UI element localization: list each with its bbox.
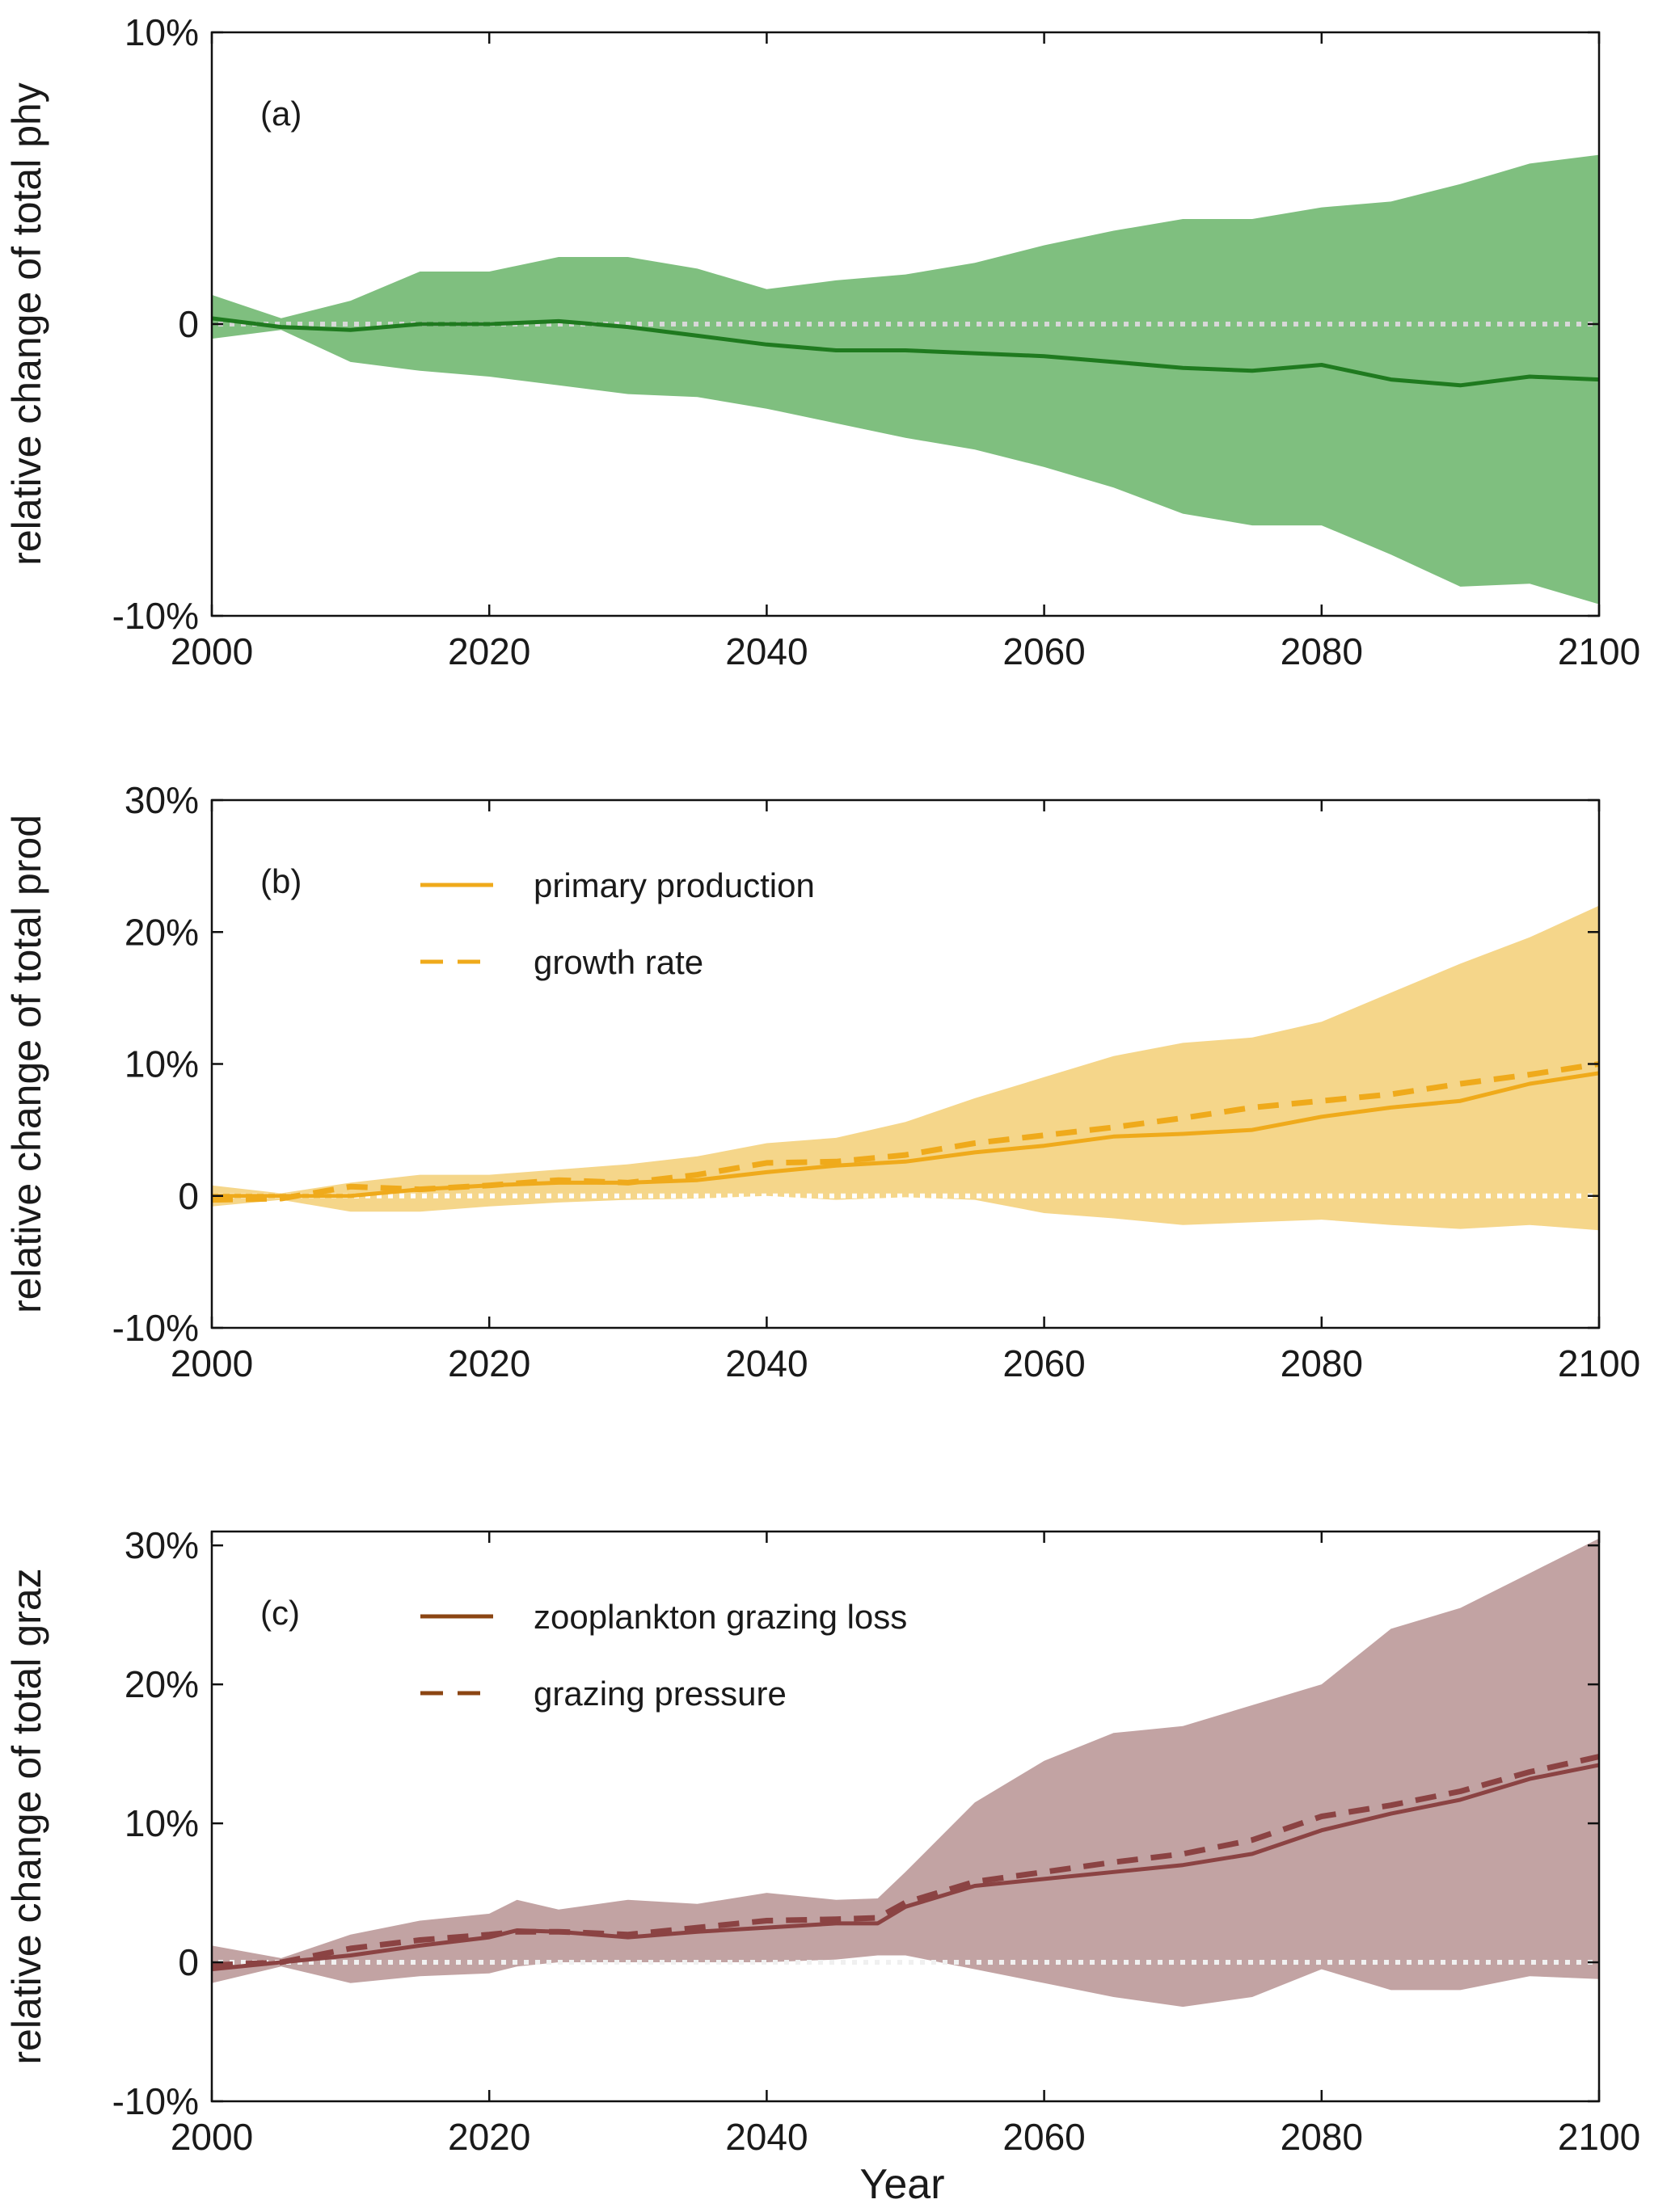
panel-c-legend-label-1: zooplankton grazing loss xyxy=(534,1598,907,1636)
panel-c-y-tick-label: 10% xyxy=(124,1802,199,1844)
panel-b-band-layer xyxy=(212,905,1599,1231)
panel-c-x-tick-label: 2060 xyxy=(1002,2116,1085,2158)
panel-b-x-tick-label: 2020 xyxy=(448,1342,530,1384)
panel-a-y-tick-label: -10% xyxy=(112,595,199,637)
panel-a-y-tick-label: 0 xyxy=(178,303,199,345)
panel-c-label: (c) xyxy=(260,1594,300,1632)
panel-b-y-tick-label: 20% xyxy=(124,911,199,953)
panel-c-series-zooplankton-grazing-loss xyxy=(212,1763,1599,1972)
panel-b-legend-label-1: primary production xyxy=(534,866,815,904)
panel-b-label: (b) xyxy=(260,862,302,900)
panel-a-x-tick-label: 2100 xyxy=(1558,630,1640,672)
panel-c: 2000 2020 2040 2060 2080 2100 -10% 0 10% 20% 30% (… xyxy=(4,1524,1640,2208)
panel-c-x-tick-label: 2100 xyxy=(1558,2116,1640,2158)
panel-a-tick-layer: 2000 2020 2040 2060 2080 2100 -10% 0 10% xyxy=(112,11,1641,672)
panel-b-series-primary-production xyxy=(212,1071,1599,1199)
panel-b-y-tick-label: 10% xyxy=(124,1043,199,1085)
panel-b-legend-label-2: growth rate xyxy=(534,943,703,981)
panel-b-x-tick-label: 2000 xyxy=(171,1342,253,1384)
panel-b-x-tick-label: 2060 xyxy=(1002,1342,1085,1384)
panel-c-y-tick-label: 0 xyxy=(178,1941,199,1983)
panel-a-x-tick-label: 2020 xyxy=(448,630,530,672)
panel-a: 2000 2020 2040 2060 2080 2100 -10% 0 10% (a) rel… xyxy=(4,11,1640,672)
panel-b-y-tick-label: 0 xyxy=(178,1175,199,1217)
panel-c-x-tick-label: 2020 xyxy=(448,2116,530,2158)
panel-b-tick-layer: 2000 2020 2040 2060 2080 2100 -10% 0 10% 20% 30% xyxy=(112,779,1641,1384)
panel-a-ylabel: relative change of total phy xyxy=(4,82,49,566)
panel-c-x-tick-label: 2040 xyxy=(725,2116,808,2158)
panel-c-y-tick-label: 20% xyxy=(124,1663,199,1705)
panel-c-y-tick-label: 30% xyxy=(124,1524,199,1566)
panel-c-legend-label-2: grazing pressure xyxy=(534,1675,787,1713)
panel-b-series-growth-rate xyxy=(212,1061,1599,1203)
panel-a-x-tick-label: 2000 xyxy=(171,630,253,672)
panel-c-ylabel: relative change of total graz xyxy=(4,1568,49,2064)
panel-b-series-layer xyxy=(212,1061,1599,1203)
panel-c-legend: zooplankton grazing loss grazing pressure xyxy=(420,1598,907,1713)
panel-c-y-tick-label: -10% xyxy=(112,2080,199,2122)
panel-b-y-tick-label: -10% xyxy=(112,1307,199,1349)
panel-c-x-tick-label: 2000 xyxy=(171,2116,253,2158)
panel-c-series-layer xyxy=(212,1754,1599,1972)
panel-a-x-tick-label: 2040 xyxy=(725,630,808,672)
panel-a-label: (a) xyxy=(260,95,302,133)
panel-a-x-tick-label: 2080 xyxy=(1281,630,1363,672)
panel-c-frame xyxy=(210,1530,1601,2103)
panel-a-spread-band xyxy=(212,154,1599,605)
panel-b-x-tick-label: 2040 xyxy=(725,1342,808,1384)
panel-b-spread-band xyxy=(212,905,1599,1231)
panel-a-y-tick-label: 10% xyxy=(124,11,199,53)
panel-b-legend: primary production growth rate xyxy=(420,866,815,981)
panel-c-spread-band xyxy=(212,1538,1599,2008)
panel-a-band-layer xyxy=(212,154,1599,605)
panel-b-x-tick-label: 2100 xyxy=(1558,1342,1640,1384)
panel-b: 2000 2020 2040 2060 2080 2100 -10% 0 10% 20% 30% (… xyxy=(4,779,1640,1384)
panel-a-series-total-phy xyxy=(212,316,1599,388)
panel-c-tick-layer: 2000 2020 2040 2060 2080 2100 -10% 0 10% 20% 30% xyxy=(112,1524,1641,2158)
panel-c-x-tick-label: 2080 xyxy=(1281,2116,1363,2158)
panel-c-band-layer xyxy=(212,1538,1599,2008)
panel-b-y-tick-label: 30% xyxy=(124,779,199,821)
panel-a-x-tick-label: 2060 xyxy=(1002,630,1085,672)
panel-c-series-grazing-pressure xyxy=(212,1754,1599,1968)
x-axis-title: Year xyxy=(859,2161,944,2208)
panel-b-ylabel: relative change of total prod xyxy=(4,815,49,1313)
panel-b-x-tick-label: 2080 xyxy=(1281,1342,1363,1384)
panel-a-series-layer xyxy=(212,316,1599,388)
